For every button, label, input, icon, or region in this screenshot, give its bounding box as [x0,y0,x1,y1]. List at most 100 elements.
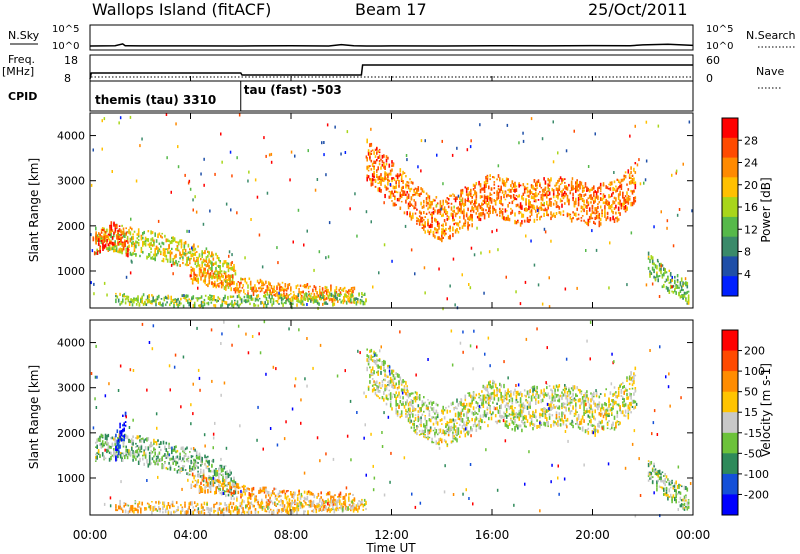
heatmap-cell [269,501,271,504]
heatmap-cell [144,242,147,247]
heatmap-cell [604,211,606,216]
heatmap-cell [479,188,482,192]
heatmap-cell [235,507,237,510]
heatmap-cell [284,494,287,496]
heatmap-cell [270,492,273,495]
heatmap-cell [470,209,472,213]
heatmap-cell [612,186,614,189]
heatmap-cell [167,502,170,507]
heatmap-cell [131,298,134,303]
heatmap-cell [209,260,212,265]
heatmap-cell [327,288,329,293]
heatmap-cell [231,300,233,304]
heatmap-cell [155,300,157,304]
heatmap-cell [205,460,208,463]
heatmap-cell [407,392,410,396]
heatmap-cell [122,246,125,251]
heatmap-cell [369,357,371,360]
heatmap-cell [377,359,379,362]
heatmap-cell [428,199,431,203]
heatmap-cell [215,468,217,470]
heatmap-cell [292,294,295,300]
heatmap-cell [197,286,199,290]
heatmap-cell [244,492,246,496]
heatmap-cell [296,510,298,515]
heatmap-cell [124,232,126,235]
heatmap-cell [346,130,349,134]
heatmap-cell [447,405,450,408]
heatmap-cell [468,283,470,286]
heatmap-cell [299,291,302,296]
heatmap-cell [381,154,384,159]
heatmap-cell [123,422,125,427]
heatmap-cell [166,248,169,252]
heatmap-cell [303,296,305,301]
heatmap-cell [129,453,132,456]
heatmap-cell [248,492,251,496]
heatmap-cell [124,295,127,298]
heatmap-cell [407,395,410,399]
heatmap-cell [237,490,240,493]
heatmap-cell [281,490,284,494]
heatmap-cell [173,505,175,508]
heatmap-cell [463,413,465,417]
heatmap-cell [274,494,277,498]
heatmap-cell [278,491,281,495]
heatmap-cell [200,456,202,460]
heatmap-cell [471,223,473,228]
heatmap-cell [507,216,509,221]
heatmap-cell [617,198,620,201]
heatmap-cell [500,200,502,204]
heatmap-cell [656,271,658,275]
heatmap-cell [213,477,216,480]
heatmap-cell [301,294,303,297]
heatmap-cell [137,503,139,508]
heatmap-cell [388,393,391,396]
heatmap-cell [345,507,348,512]
heatmap-cell [467,225,469,229]
heatmap-cell [230,486,233,489]
heatmap-cell [281,281,284,284]
heatmap-cell [588,215,591,221]
heatmap-cell [231,266,234,271]
heatmap-cell [410,248,413,252]
heatmap-cell [443,439,446,442]
heatmap-cell [256,279,259,283]
heatmap-cell [584,221,587,224]
heatmap-cell [340,505,342,510]
heatmap-cell [218,488,220,491]
heatmap-cell [255,288,257,293]
heatmap-cell [207,270,209,275]
heatmap-cell [107,433,110,438]
heatmap-cell [285,496,288,499]
heatmap-cell [361,296,363,298]
heatmap-cell [305,502,307,506]
heatmap-cell [507,204,509,208]
heatmap-cell [378,383,381,388]
heatmap-cell [304,510,306,513]
heatmap-cell [383,164,385,169]
heatmap-cell [245,504,247,509]
freq-tick-top: 18 [64,54,78,67]
heatmap-cell [391,200,393,202]
heatmap-cell [211,480,213,485]
heatmap-cell [309,296,311,300]
heatmap-cell [128,449,130,453]
heatmap-cell [97,250,100,252]
heatmap-cell [259,487,262,489]
heatmap-cell [627,202,630,205]
heatmap-cell [201,462,203,465]
heatmap-cell [682,281,684,286]
heatmap-cell [158,250,161,253]
heatmap-cell [453,407,455,411]
heatmap-cell [543,209,545,212]
heatmap-cell [565,186,567,191]
heatmap-cell [581,206,584,210]
heatmap-cell [278,303,280,305]
heatmap-cell [301,494,303,498]
heatmap-cell [125,445,127,448]
nave-label: Nave [756,65,784,78]
heatmap-cell [169,464,172,468]
heatmap-cell [129,439,132,444]
heatmap-cell [492,205,494,210]
